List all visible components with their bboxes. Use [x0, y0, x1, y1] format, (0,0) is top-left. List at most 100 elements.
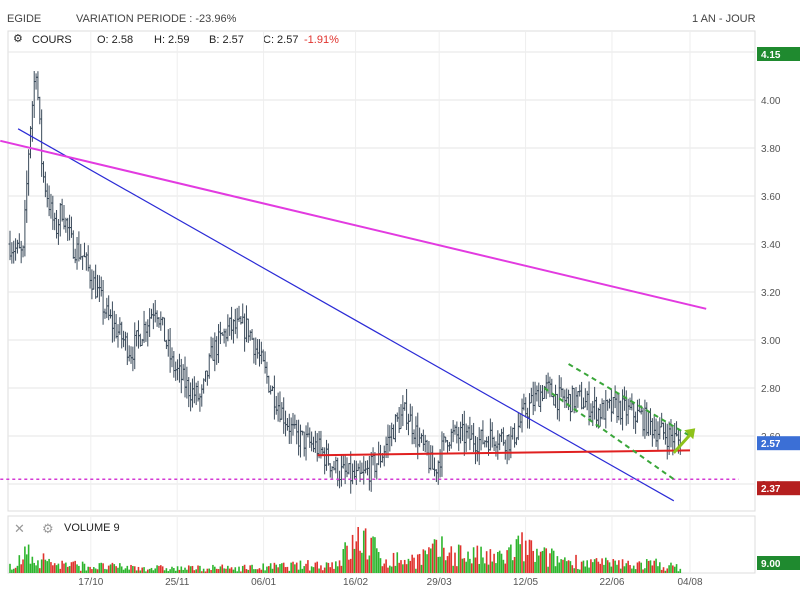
volume-bar	[541, 550, 544, 573]
volume-bar	[608, 562, 611, 573]
price-bar	[58, 203, 62, 237]
price-bar	[47, 185, 51, 217]
price-bar	[593, 386, 597, 420]
volume-bar	[510, 544, 512, 573]
price-bar	[53, 212, 57, 231]
price-bar	[505, 435, 509, 465]
price-bar	[177, 353, 181, 383]
volume-bar	[262, 563, 265, 573]
volume-bar	[375, 548, 378, 573]
price-bar	[663, 422, 667, 445]
price-bar	[185, 366, 189, 399]
volume-bar	[210, 570, 212, 573]
price-bar	[267, 375, 271, 393]
price-bar	[82, 242, 86, 258]
volume-bar	[545, 548, 548, 573]
volume-bar	[377, 552, 380, 573]
price-bar	[401, 395, 405, 427]
ticker-label: EGIDE	[7, 13, 42, 25]
volume-bar	[413, 557, 415, 573]
price-bar	[181, 364, 185, 381]
price-bar	[233, 308, 237, 335]
price-bar	[293, 414, 297, 429]
volume-bar	[53, 563, 56, 573]
volume-bar	[331, 562, 333, 573]
price-bar	[351, 463, 355, 485]
volume-bar	[562, 559, 564, 573]
volume-bar	[40, 559, 43, 573]
volume-bar	[312, 567, 315, 573]
price-bar	[524, 397, 528, 418]
gear-icon[interactable]: ⚙	[42, 521, 54, 536]
price-bar	[580, 381, 584, 410]
price-bar	[123, 331, 127, 351]
volume-bar	[156, 565, 158, 573]
price-bar	[563, 389, 567, 409]
volume-bar	[474, 557, 477, 573]
volume-bar	[104, 568, 106, 573]
volume-bar	[599, 563, 602, 573]
price-bar	[211, 337, 215, 361]
volume-bar	[256, 569, 259, 573]
price-bar	[414, 416, 418, 448]
price-bar	[604, 390, 608, 429]
volume-bar	[180, 566, 183, 573]
volume-bar	[161, 566, 164, 573]
price-bar	[654, 418, 658, 447]
volume-bar	[322, 570, 324, 573]
x-tick-label: 29/03	[427, 577, 452, 588]
volume-bar	[645, 559, 648, 573]
volume-bar	[208, 568, 211, 573]
volume-bar	[174, 570, 177, 573]
price-bar	[419, 433, 423, 443]
volume-bar	[18, 555, 21, 573]
volume-bar	[552, 550, 555, 573]
period-selector[interactable]: 1 AN - JOUR	[692, 13, 756, 25]
price-bar	[632, 401, 636, 430]
x-tick-label: 17/10	[78, 577, 103, 588]
volume-bar	[290, 562, 292, 573]
volume-bar	[20, 564, 22, 573]
volume-bar	[390, 566, 393, 573]
price-bar	[49, 193, 53, 219]
price-bar	[598, 403, 602, 427]
volume-bar	[133, 566, 136, 573]
volume-bar	[323, 567, 326, 573]
price-bar	[306, 422, 310, 438]
volume-bar	[282, 562, 285, 573]
price-bar	[490, 422, 494, 448]
price-bar	[365, 460, 369, 476]
volume-bar	[433, 539, 436, 573]
price-bar	[272, 375, 276, 420]
price-bar	[477, 427, 481, 466]
volume-bar	[344, 542, 346, 573]
price-bar	[444, 436, 448, 443]
volume-bar	[204, 571, 207, 573]
price-bar	[55, 209, 59, 239]
volume-bar	[575, 554, 577, 573]
close-icon[interactable]: ✕	[14, 521, 25, 536]
volume-bar	[526, 554, 529, 573]
volume-bar	[416, 554, 419, 573]
price-bar	[202, 378, 206, 394]
last-value-tag-text: 2.57	[761, 439, 781, 450]
volume-bar	[411, 554, 413, 573]
volume-bar	[435, 539, 438, 573]
volume-bar	[618, 560, 620, 573]
price-bar	[527, 393, 531, 429]
volume-bar	[586, 560, 588, 573]
volume-bar	[362, 530, 365, 573]
volume-bar	[487, 564, 490, 573]
volume-bar	[11, 569, 13, 573]
high-value-tag-text: 4.15	[761, 50, 781, 61]
gear-icon[interactable]: ⚙	[13, 33, 23, 45]
price-bar	[531, 381, 535, 416]
volume-bar	[269, 563, 272, 573]
price-bar	[518, 413, 522, 429]
price-bar	[92, 270, 96, 290]
volume-bar	[249, 565, 251, 573]
price-bar	[42, 161, 46, 183]
price-bar	[56, 219, 60, 245]
price-bar	[122, 330, 126, 348]
price-bar	[345, 457, 349, 478]
